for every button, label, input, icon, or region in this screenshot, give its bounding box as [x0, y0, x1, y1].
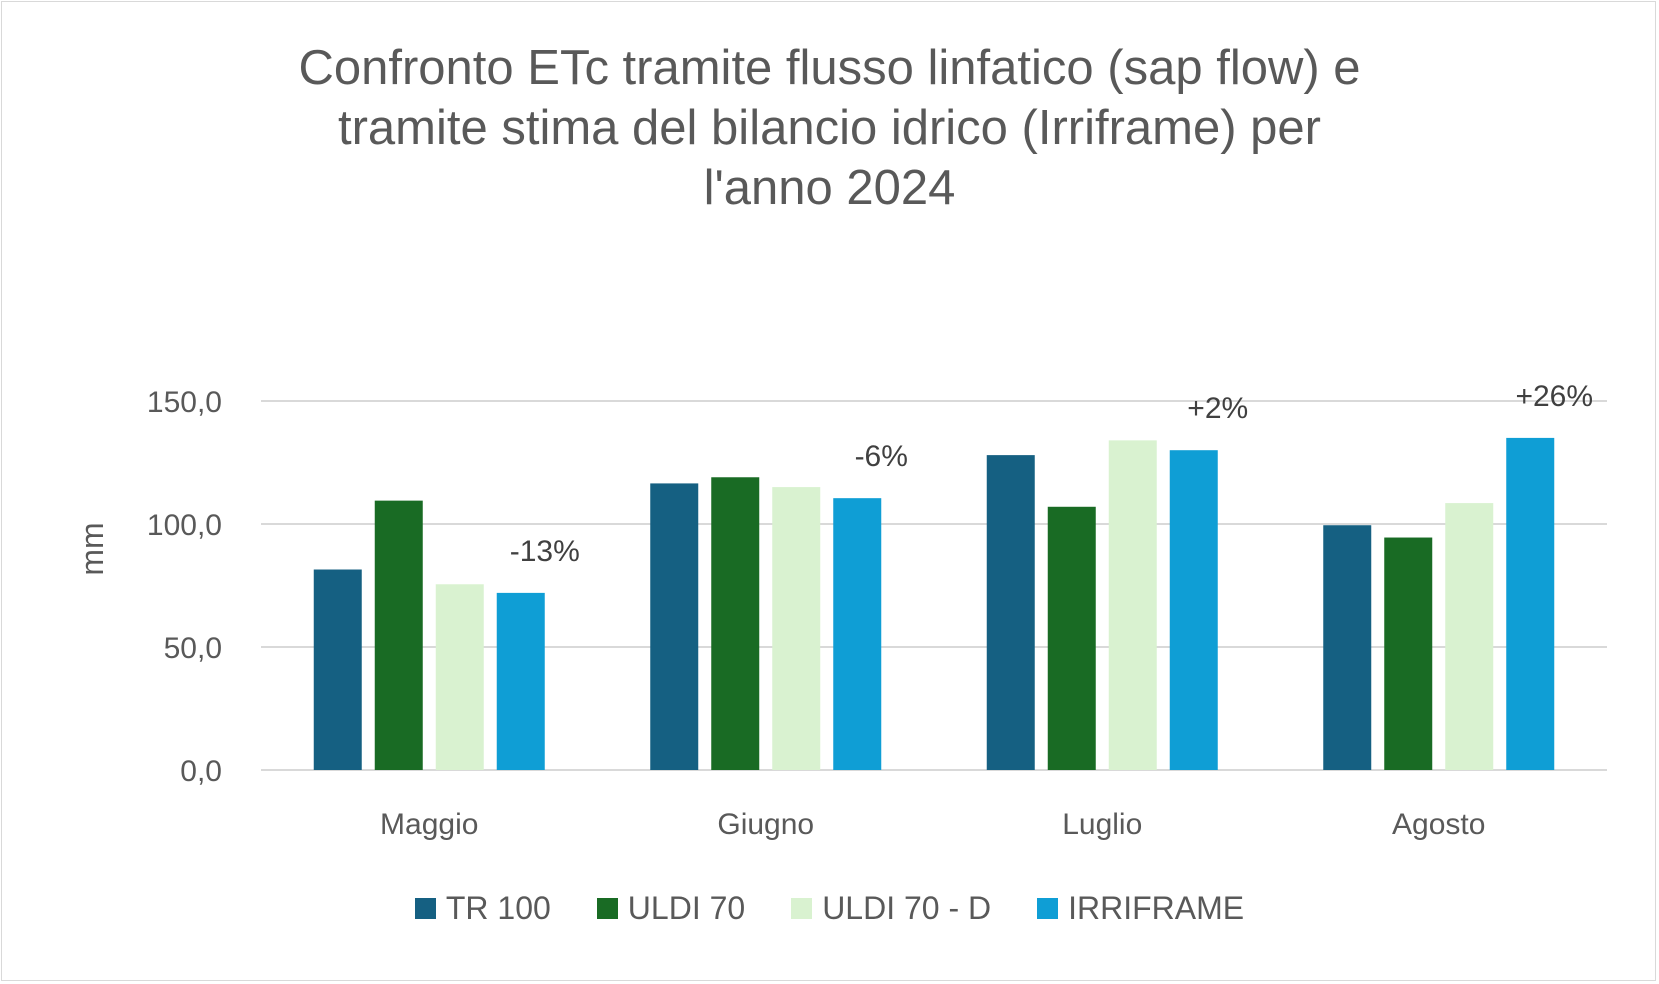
bar-uldi-70-d-giugno — [772, 487, 821, 770]
y-axis-ticks: 0,0 50,0 100,0 150,0 — [147, 386, 222, 788]
legend-swatch — [414, 898, 436, 919]
legend-item-uldi70[interactable]: ULDI 70 — [596, 890, 746, 927]
legend-label: ULDI 70 - D — [822, 890, 992, 926]
legend: TR 100 ULDI 70 ULDI 70 - D IRRIFRAME — [0, 890, 1659, 927]
bar-uldi-70-maggio — [374, 500, 423, 770]
chart-title-line-3: l'anno 2024 — [703, 161, 956, 215]
y-tick-label: 0,0 — [180, 755, 222, 788]
data-annotation: -6% — [855, 440, 908, 473]
legend-item-tr100[interactable]: TR 100 — [414, 890, 551, 927]
bar-uldi-70-giugno — [711, 477, 760, 770]
data-annotation: -13% — [510, 535, 580, 568]
chart-title-line-2: tramite stima del bilancio idrico (Irrif… — [338, 101, 1321, 155]
bar-irriframe-giugno — [833, 498, 882, 770]
gridlines — [261, 400, 1607, 771]
data-annotations: -13% -6% +2% +26% — [510, 380, 1593, 568]
legend-item-uldi70-d[interactable]: ULDI 70 - D — [791, 890, 991, 927]
y-tick-label: 50,0 — [164, 632, 222, 665]
x-tick-label: Luglio — [1062, 808, 1142, 841]
bar-uldi-70-d-agosto — [1445, 503, 1494, 770]
bar-irriframe-luglio — [1169, 450, 1218, 770]
legend-swatch — [596, 898, 618, 919]
bar-uldi-70-luglio — [1047, 506, 1096, 770]
bar-irriframe-agosto — [1506, 437, 1555, 770]
bar-tr-100-luglio — [986, 455, 1035, 770]
y-tick-label: 100,0 — [147, 509, 222, 542]
data-annotation: +2% — [1187, 392, 1248, 425]
legend-item-irriframe[interactable]: IRRIFRAME — [1037, 890, 1244, 927]
bar-uldi-70-agosto — [1384, 537, 1433, 770]
x-tick-label: Maggio — [380, 808, 478, 841]
bar-tr-100-agosto — [1323, 525, 1372, 770]
legend-swatch — [1037, 898, 1059, 919]
x-tick-label: Agosto — [1392, 808, 1485, 841]
legend-label: IRRIFRAME — [1068, 890, 1245, 926]
bar-irriframe-maggio — [496, 592, 545, 770]
legend-label: TR 100 — [445, 890, 551, 926]
legend-label: ULDI 70 — [627, 890, 746, 926]
chart-title-line-1: Confronto ETc tramite flusso linfatico (… — [298, 41, 1361, 95]
y-tick-label: 150,0 — [147, 386, 222, 419]
legend-swatch — [791, 898, 813, 919]
bar-tr-100-maggio — [313, 569, 362, 770]
bar-uldi-70-d-maggio — [435, 584, 484, 770]
bars — [313, 437, 1555, 770]
bar-tr-100-giugno — [650, 483, 699, 770]
y-axis-label: mm — [74, 522, 110, 575]
data-annotation: +26% — [1515, 380, 1593, 413]
bar-uldi-70-d-luglio — [1108, 440, 1157, 770]
x-axis-ticks: Maggio Giugno Luglio Agosto — [380, 808, 1485, 841]
chart-title: Confronto ETc tramite flusso linfatico (… — [0, 38, 1659, 218]
x-tick-label: Giugno — [717, 808, 814, 841]
